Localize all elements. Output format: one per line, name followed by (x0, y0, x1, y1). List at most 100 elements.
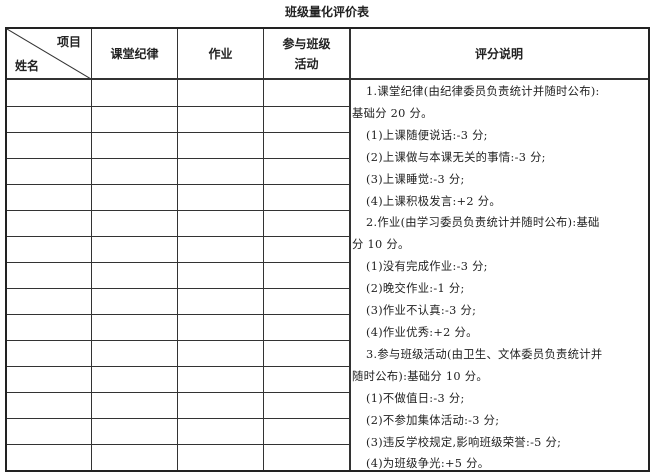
activity-cell[interactable] (264, 210, 348, 236)
header-name-label: 姓名 (14, 59, 39, 73)
row-divider (7, 392, 349, 393)
description-line: (3)上课睡觉:-3 分; (366, 172, 465, 186)
name-cell[interactable] (7, 314, 91, 340)
row-divider (7, 366, 349, 367)
activity-cell[interactable] (264, 236, 348, 262)
header-divider (7, 78, 648, 80)
discipline-cell[interactable] (92, 314, 176, 340)
description-line: (4)上课积极发言:+2 分。 (366, 194, 501, 208)
description-line: (2)上课做与本课无关的事情:-3 分; (366, 150, 546, 164)
name-cell[interactable] (7, 210, 91, 236)
description-line: (1)不做值日:-3 分; (366, 391, 465, 405)
description-line: (1)没有完成作业:-3 分; (366, 260, 488, 274)
discipline-cell[interactable] (92, 392, 176, 418)
discipline-cell[interactable] (92, 184, 176, 210)
homework-cell[interactable] (178, 288, 262, 314)
name-cell[interactable] (7, 418, 91, 444)
header-homework: 作业 (208, 47, 233, 61)
homework-cell[interactable] (178, 418, 262, 444)
row-divider (7, 314, 349, 315)
name-cell[interactable] (7, 132, 91, 158)
homework-cell[interactable] (178, 158, 262, 184)
description-line: (3)违反学校规定,影响班级荣誉:-5 分; (366, 435, 562, 449)
description-line: (4)作业优秀:+2 分。 (366, 325, 478, 339)
name-cell[interactable] (7, 444, 91, 470)
discipline-cell[interactable] (92, 132, 176, 158)
row-divider (7, 340, 349, 341)
description-line: 随时公布):基础分 10 分。 (352, 369, 488, 383)
activity-cell[interactable] (264, 80, 348, 106)
activity-cell[interactable] (264, 314, 348, 340)
homework-cell[interactable] (178, 392, 262, 418)
description-line: 2.作业(由学习委员负责统计并随时公布):基础 (366, 216, 600, 230)
discipline-cell[interactable] (92, 262, 176, 288)
discipline-cell[interactable] (92, 340, 176, 366)
name-cell[interactable] (7, 340, 91, 366)
row-divider (7, 288, 349, 289)
homework-cell[interactable] (178, 80, 262, 106)
homework-cell[interactable] (178, 106, 262, 132)
discipline-cell[interactable] (92, 106, 176, 132)
activity-cell[interactable] (264, 392, 348, 418)
row-divider (7, 444, 349, 445)
discipline-cell[interactable] (92, 418, 176, 444)
name-cell[interactable] (7, 392, 91, 418)
name-cell[interactable] (7, 158, 91, 184)
homework-cell[interactable] (178, 366, 262, 392)
homework-cell[interactable] (178, 340, 262, 366)
activity-cell[interactable] (264, 106, 348, 132)
activity-cell[interactable] (264, 158, 348, 184)
activity-cell[interactable] (264, 340, 348, 366)
homework-cell[interactable] (178, 210, 262, 236)
name-cell[interactable] (7, 236, 91, 262)
discipline-cell[interactable] (92, 210, 176, 236)
scoring-description: 1.课堂纪律(由纪律委员负责统计并随时公布): 基础分 20 分。 (1)上课随便说… (352, 81, 648, 475)
description-line: (3)作业不认真:-3 分; (366, 304, 477, 318)
homework-cell[interactable] (178, 262, 262, 288)
description-line: (4)为班级争光:+5 分。 (366, 457, 490, 471)
name-cell[interactable] (7, 288, 91, 314)
evaluation-table: 项目 姓名 课堂纪律 作业 参与班级 活动 评分说明 1.课堂纪律(由纪律委员负… (5, 27, 650, 472)
activity-cell[interactable] (264, 288, 348, 314)
activity-cell[interactable] (264, 366, 348, 392)
discipline-cell[interactable] (92, 288, 176, 314)
discipline-cell[interactable] (92, 80, 176, 106)
activity-cell[interactable] (264, 418, 348, 444)
row-divider (7, 158, 349, 159)
homework-cell[interactable] (178, 444, 262, 470)
description-line: 基础分 20 分。 (352, 106, 433, 120)
discipline-cell[interactable] (92, 236, 176, 262)
name-cell[interactable] (7, 366, 91, 392)
description-line: 3.参与班级活动(由卫生、文体委员负责统计并 (366, 347, 603, 361)
description-line: (2)晚交作业:-1 分; (366, 282, 465, 296)
header-activity: 参与班级 活动 (264, 29, 349, 79)
row-divider (7, 184, 349, 185)
row-divider (7, 418, 349, 419)
homework-cell[interactable] (178, 236, 262, 262)
homework-cell[interactable] (178, 132, 262, 158)
activity-cell[interactable] (264, 262, 348, 288)
header-activity-line2: 活动 (294, 57, 319, 71)
name-cell[interactable] (7, 184, 91, 210)
activity-cell[interactable] (264, 444, 348, 470)
name-cell[interactable] (7, 80, 91, 106)
name-cell[interactable] (7, 262, 91, 288)
description-line: 1.课堂纪律(由纪律委员负责统计并随时公布): (366, 85, 600, 98)
row-divider (7, 262, 349, 263)
homework-cell[interactable] (178, 184, 262, 210)
name-cell[interactable] (7, 106, 91, 132)
description-line: (1)上课随便说话:-3 分; (366, 128, 488, 142)
homework-cell[interactable] (178, 314, 262, 340)
description-line: 分 10 分。 (352, 238, 410, 252)
header-activity-line1: 参与班级 (282, 37, 331, 51)
discipline-cell[interactable] (92, 158, 176, 184)
activity-cell[interactable] (264, 132, 348, 158)
description-line: (2)不参加集体活动:-3 分; (366, 413, 500, 427)
table-title: 班级量化评价表 (284, 5, 369, 19)
header-discipline: 课堂纪律 (110, 47, 159, 61)
row-divider (7, 132, 349, 133)
discipline-cell[interactable] (92, 444, 176, 470)
discipline-cell[interactable] (92, 366, 176, 392)
activity-cell[interactable] (264, 184, 348, 210)
row-divider (7, 236, 349, 237)
